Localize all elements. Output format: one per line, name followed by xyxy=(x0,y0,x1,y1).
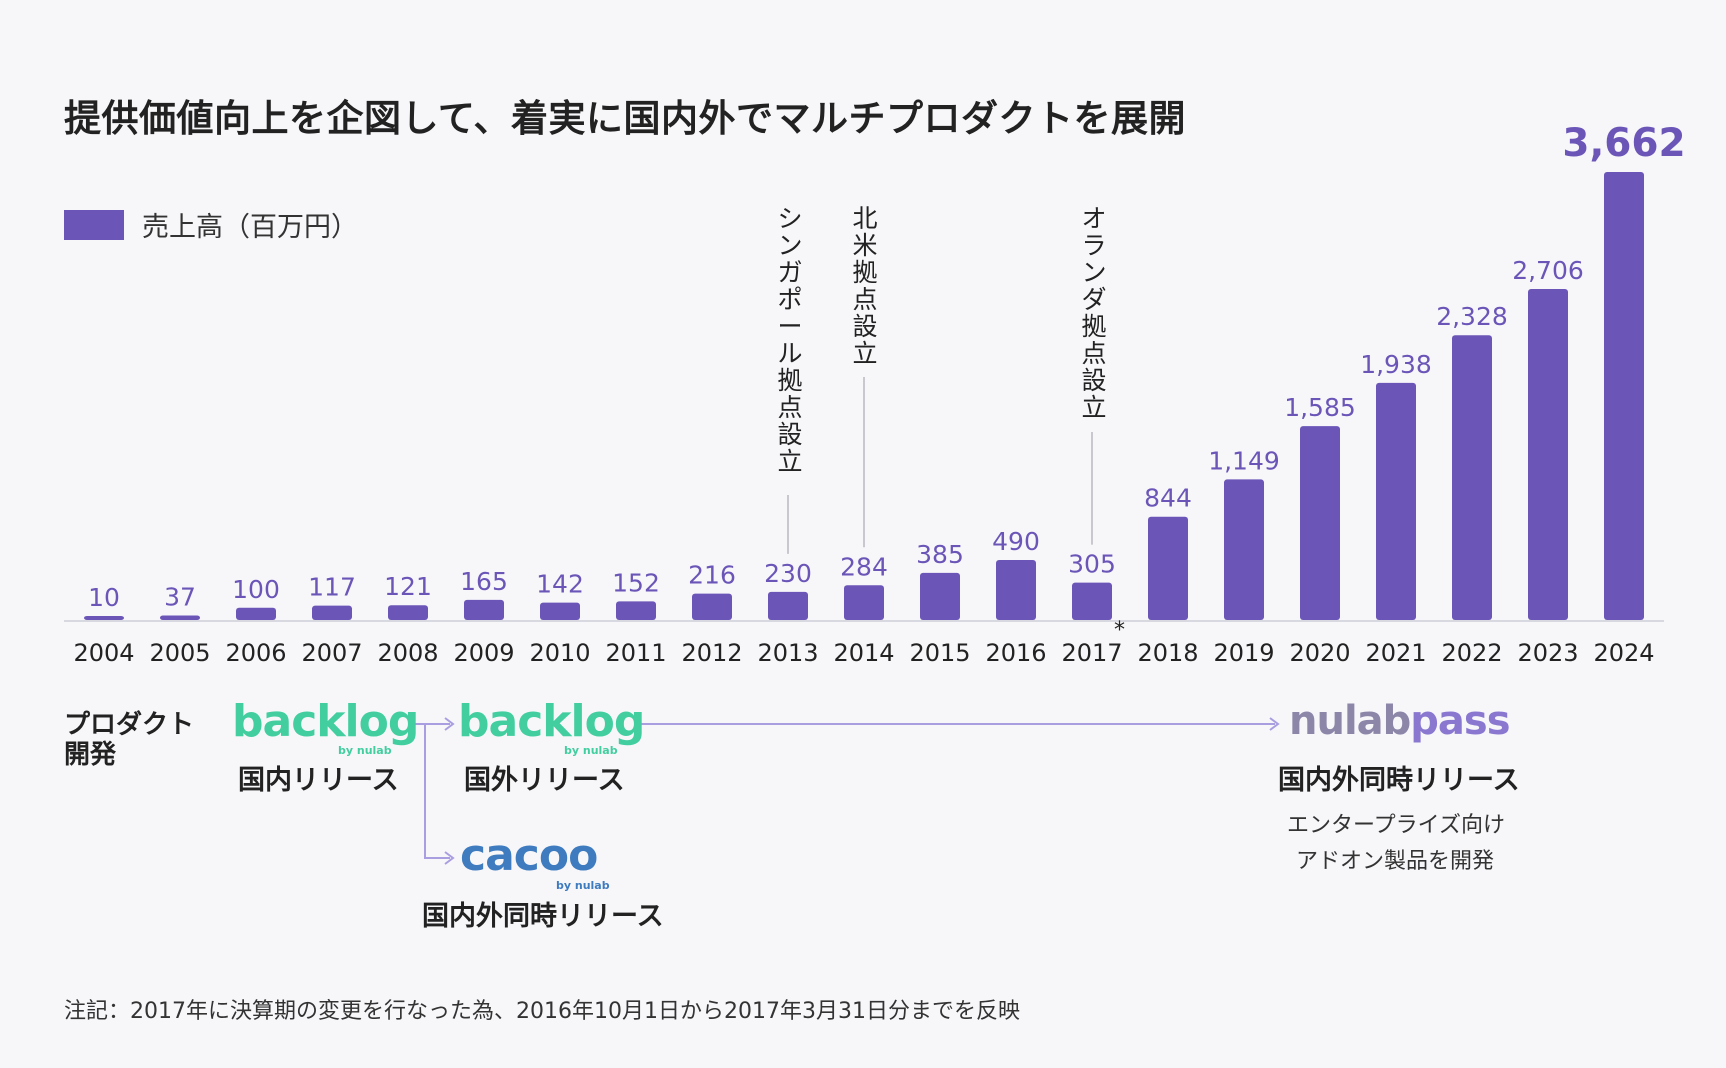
value-label-2019: 1,149 xyxy=(1208,446,1280,475)
tick-label-2004: 2004 xyxy=(73,639,134,667)
bar-2022 xyxy=(1452,335,1492,620)
nulabpass-caption: 国内外同時リリース xyxy=(1278,765,1520,796)
value-label-2011: 152 xyxy=(612,568,660,597)
bar-2009 xyxy=(464,599,504,620)
cacoo-logo-sub: by nulab xyxy=(556,879,610,892)
bar-2004 xyxy=(84,616,124,620)
tick-label-2018: 2018 xyxy=(1137,639,1198,667)
cacoo-logo: cacoo xyxy=(460,830,598,881)
annotation-north-america: 北米拠点設立 xyxy=(852,204,878,368)
value-label-2007: 117 xyxy=(308,573,356,602)
bar-2008 xyxy=(388,605,428,620)
bar-2010 xyxy=(540,602,580,620)
arrowhead-nulabpass xyxy=(1269,717,1280,731)
value-label-2012: 216 xyxy=(688,561,736,590)
bar-2012 xyxy=(692,593,732,620)
chart-title: 提供価値向上を企図して、着実に国内外でマルチプロダクトを展開 xyxy=(64,97,1187,140)
bar-2011 xyxy=(616,601,656,620)
value-label-2018: 844 xyxy=(1144,484,1192,513)
tick-label-2012: 2012 xyxy=(681,639,742,667)
bar-2013 xyxy=(768,591,808,620)
tick-label-2007: 2007 xyxy=(301,639,362,667)
tick-label-2008: 2008 xyxy=(377,639,438,667)
value-label-2024: 3,662 xyxy=(1562,121,1685,166)
bar-2016 xyxy=(996,560,1036,620)
bar-2017 xyxy=(1072,582,1112,620)
tick-label-2019: 2019 xyxy=(1213,639,1274,667)
nulabpass-logo-nulab: nulab xyxy=(1289,698,1411,744)
cacoo-caption: 国内外同時リリース xyxy=(422,901,664,932)
bar-2021 xyxy=(1376,382,1416,620)
bar-chart: 10 2004 37 2005 100 2006 117 2007 121 2008 165 2009… xyxy=(64,121,1686,667)
value-label-2008: 121 xyxy=(384,572,432,601)
tick-label-2014: 2014 xyxy=(833,639,894,667)
bar-2020 xyxy=(1300,426,1340,620)
value-label-2022: 2,328 xyxy=(1436,302,1508,331)
bar-2014 xyxy=(844,585,884,620)
value-label-2021: 1,938 xyxy=(1360,350,1432,379)
value-label-2009: 165 xyxy=(460,567,508,596)
bar-2005 xyxy=(160,615,200,620)
bar-2015 xyxy=(920,572,960,620)
nulabpass-note-2: アドオン製品を開発 xyxy=(1296,849,1495,874)
tick-label-2021: 2021 xyxy=(1365,639,1426,667)
tick-label-2023: 2023 xyxy=(1517,639,1578,667)
tick-label-2009: 2009 xyxy=(453,639,514,667)
nulabpass-logo: nulabpass xyxy=(1289,698,1511,744)
backlog-logo-domestic: backlog xyxy=(232,696,419,747)
arrowhead-backlog-overseas xyxy=(444,717,455,731)
tick-label-2024: 2024 xyxy=(1593,639,1654,667)
backlog-logo-overseas-sub: by nulab xyxy=(564,744,618,757)
value-label-2017: 305 xyxy=(1068,550,1116,579)
backlog-logo-overseas: backlog xyxy=(458,696,645,747)
legend-label: 売上高（百万円） xyxy=(142,212,358,243)
tick-label-2010: 2010 xyxy=(529,639,590,667)
value-label-2013: 230 xyxy=(764,559,812,588)
product-development-label: プロダクト開発 xyxy=(64,710,195,770)
value-label-2015: 385 xyxy=(916,540,964,569)
bar-2023 xyxy=(1528,288,1568,620)
nulabpass-note-1: エンタープライズ向け xyxy=(1287,813,1506,838)
tick-label-2011: 2011 xyxy=(605,639,666,667)
tick-label-2022: 2022 xyxy=(1441,639,1502,667)
value-label-2006: 100 xyxy=(232,575,280,604)
bar-2018 xyxy=(1148,516,1188,620)
backlog-logo-domestic-sub: by nulab xyxy=(338,744,392,757)
value-label-2005: 37 xyxy=(164,582,196,611)
value-label-2004: 10 xyxy=(88,583,120,612)
bar-2024 xyxy=(1604,172,1644,620)
value-label-2014: 284 xyxy=(840,552,888,581)
tick-label-2017: 2017 xyxy=(1061,639,1122,667)
arrow-cacoo xyxy=(424,724,450,859)
arrowhead-cacoo xyxy=(444,851,455,865)
asterisk-mark: * xyxy=(1114,618,1125,643)
legend: 売上高（百万円） xyxy=(64,205,358,244)
footnote: 注記：2017年に決算期の変更を行なった為、2016年10月1日から2017年3… xyxy=(64,999,1020,1024)
value-label-2020: 1,585 xyxy=(1284,393,1356,422)
tick-label-2006: 2006 xyxy=(225,639,286,667)
backlog-overseas-caption: 国外リリース xyxy=(464,765,625,796)
bar-2006 xyxy=(236,607,276,620)
tick-label-2016: 2016 xyxy=(985,639,1046,667)
tick-label-2020: 2020 xyxy=(1289,639,1350,667)
annotation-singapore: シンガポール拠点設立 xyxy=(777,204,803,476)
bar-2007 xyxy=(312,605,352,620)
value-label-2010: 142 xyxy=(536,570,584,599)
tick-label-2013: 2013 xyxy=(757,639,818,667)
annotation-netherlands: オランダ拠点設立 xyxy=(1081,204,1107,422)
nulabpass-logo-pass: pass xyxy=(1410,698,1510,744)
bar-2019 xyxy=(1224,479,1264,620)
tick-label-2005: 2005 xyxy=(149,639,210,667)
value-label-2016: 490 xyxy=(992,527,1040,556)
tick-label-2015: 2015 xyxy=(909,639,970,667)
backlog-domestic-caption: 国内リリース xyxy=(238,765,399,796)
value-label-2023: 2,706 xyxy=(1512,256,1584,285)
legend-swatch xyxy=(64,209,124,240)
